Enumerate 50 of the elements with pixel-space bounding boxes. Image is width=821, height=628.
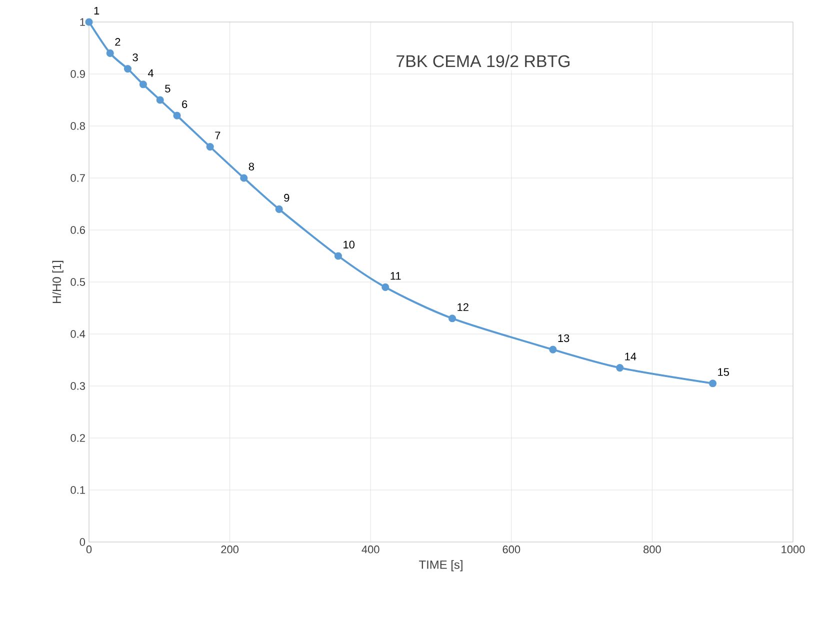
point bbox=[708, 380, 717, 388]
annotation: 6 bbox=[182, 100, 188, 108]
annotation: 7 bbox=[215, 132, 220, 140]
annotation: 2 bbox=[115, 38, 120, 46]
point bbox=[616, 364, 624, 372]
point bbox=[549, 346, 557, 354]
point bbox=[124, 65, 132, 73]
point bbox=[156, 96, 164, 104]
y-tick-label: 0.5 bbox=[70, 278, 86, 286]
annotation: 4 bbox=[148, 69, 154, 77]
annotation: 12 bbox=[458, 303, 468, 311]
point bbox=[275, 205, 283, 213]
point bbox=[139, 80, 147, 88]
y-tick-label: 0.3 bbox=[70, 382, 85, 390]
y-tick-label: 0.1 bbox=[70, 486, 85, 494]
y-tick-label: 0.8 bbox=[70, 122, 85, 130]
annotation: 3 bbox=[132, 54, 138, 62]
annotation: 1 bbox=[94, 6, 100, 14]
text: 7BK CEMA 19/2 RBTG bbox=[396, 54, 570, 68]
point bbox=[382, 283, 390, 291]
annotation: 15 bbox=[718, 368, 729, 376]
point bbox=[85, 18, 93, 26]
point bbox=[106, 49, 114, 57]
y-tick-label: 0.6 bbox=[70, 226, 85, 234]
annotation: 11 bbox=[390, 272, 401, 280]
y-tick-label: 0.9 bbox=[70, 70, 85, 78]
x-tick-label: 1000 bbox=[782, 546, 805, 554]
y-tick-label: 0.2 bbox=[70, 434, 85, 442]
x-tick-label: 0 bbox=[86, 546, 92, 554]
x-tick-label: 400 bbox=[362, 546, 380, 554]
x-tick-label: 800 bbox=[644, 546, 661, 554]
point bbox=[173, 112, 181, 120]
annotation: 10 bbox=[344, 240, 354, 248]
x-tick-label: 600 bbox=[502, 546, 520, 554]
x-axis-title: TIME [s] bbox=[419, 560, 462, 572]
y-tick-label: 0 bbox=[80, 538, 86, 546]
point bbox=[206, 143, 214, 151]
annotation: 13 bbox=[558, 334, 570, 342]
y-tick-label: 0.7 bbox=[70, 174, 85, 182]
point bbox=[334, 252, 342, 260]
y-axis-title: H/H0 [1] bbox=[52, 260, 64, 303]
point bbox=[240, 174, 248, 182]
y-tick-label: 0.4 bbox=[70, 330, 86, 338]
y-tick-label: 1 bbox=[80, 18, 85, 26]
annotation: 9 bbox=[284, 194, 290, 202]
annotation: 8 bbox=[248, 162, 254, 170]
x-tick-label: 200 bbox=[221, 546, 239, 554]
point bbox=[448, 314, 456, 322]
annotation: 14 bbox=[625, 352, 636, 360]
annotation: 5 bbox=[165, 84, 170, 92]
